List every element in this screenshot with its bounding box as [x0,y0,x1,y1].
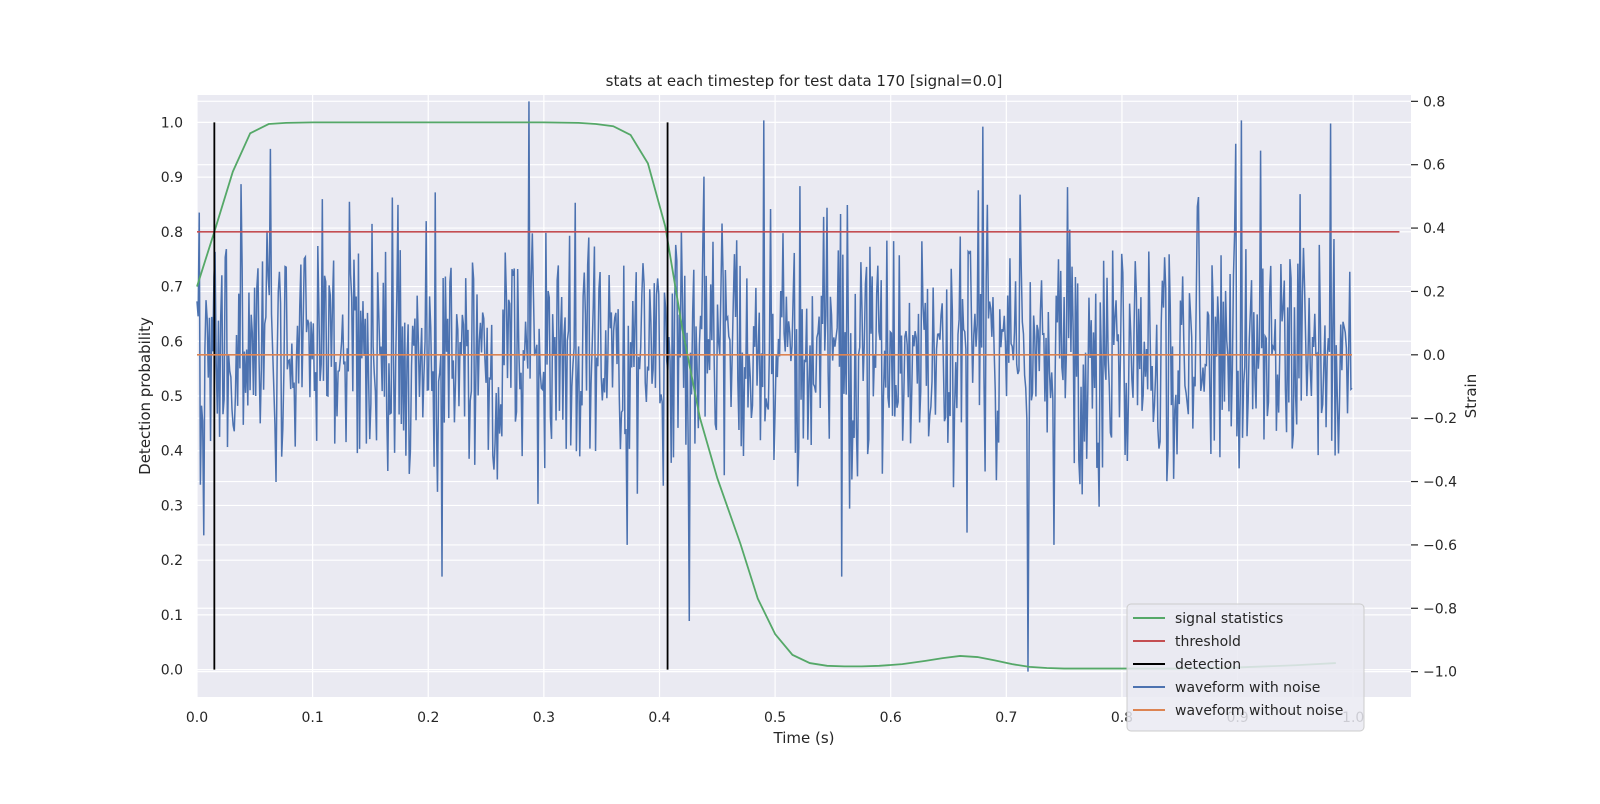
x-tick-label: 0.7 [995,710,1017,726]
series-waveform-with-noise [196,101,1353,672]
y-right-tick-label: −0.4 [1423,475,1457,491]
y-left-tick-label: 0.6 [161,334,183,350]
axes: 0.0 0.1 0.2 0.3 0.4 0.5 0.6 0.7 0.8 0.9 1.0 0.0 0.1 0… [161,94,1457,726]
y-right-tick-label: −0.8 [1423,601,1457,617]
y-left-tick-label: 0.7 [161,280,183,296]
x-tick-label: 0.3 [533,710,555,726]
y-right-tick-label: 0.6 [1423,158,1445,174]
y-left-tick-label: 0.1 [161,608,183,624]
y-right-tick-label: 0.4 [1423,221,1445,237]
y-left-tick-label: 0.8 [161,225,183,241]
y-right-axis-label: Strain [1462,374,1480,418]
legend-label: signal statistics [1175,611,1283,627]
x-tick-label: 0.0 [186,710,208,726]
x-tick-label: 0.6 [880,710,902,726]
y-right-tick-label: −1.0 [1423,665,1457,681]
y-right-tick-label: −0.2 [1423,411,1457,427]
series-signal-statistics [196,121,1336,670]
y-right-tick-label: −0.6 [1423,538,1457,554]
y-left-tick-label: 0.3 [161,498,183,514]
x-axis-label: Time (s) [773,729,835,747]
legend: signal statistics threshold detection wavef… [1126,603,1365,732]
y-right-tick-label: 0.2 [1423,284,1445,300]
x-tick-label: 0.2 [417,710,439,726]
y-left-tick-label: 1.0 [161,115,183,131]
series-layer [196,101,1400,672]
y-left-tick-label: 0.4 [161,444,183,460]
y-left-axis-label: Detection probability [136,317,154,475]
y-left-tick-label: 0.2 [161,553,183,569]
y-right-tick-label: 0.0 [1423,348,1445,364]
y-left-tick-label: 0.9 [161,170,183,186]
chart-title: stats at each timestep for test data 170… [606,72,1003,90]
legend-label: waveform with noise [1175,680,1320,696]
x-tick-label: 0.5 [764,710,786,726]
legend-label: detection [1175,657,1241,673]
x-tick-label: 0.4 [648,710,670,726]
legend-box [1126,603,1365,732]
x-tick-label: 0.1 [301,710,323,726]
y-right-tick-label: 0.8 [1423,94,1445,110]
legend-label: waveform without noise [1175,703,1343,719]
legend-label: threshold [1175,634,1241,650]
y-left-tick-label: 0.0 [161,663,183,679]
y-left-tick-label: 0.5 [161,389,183,405]
